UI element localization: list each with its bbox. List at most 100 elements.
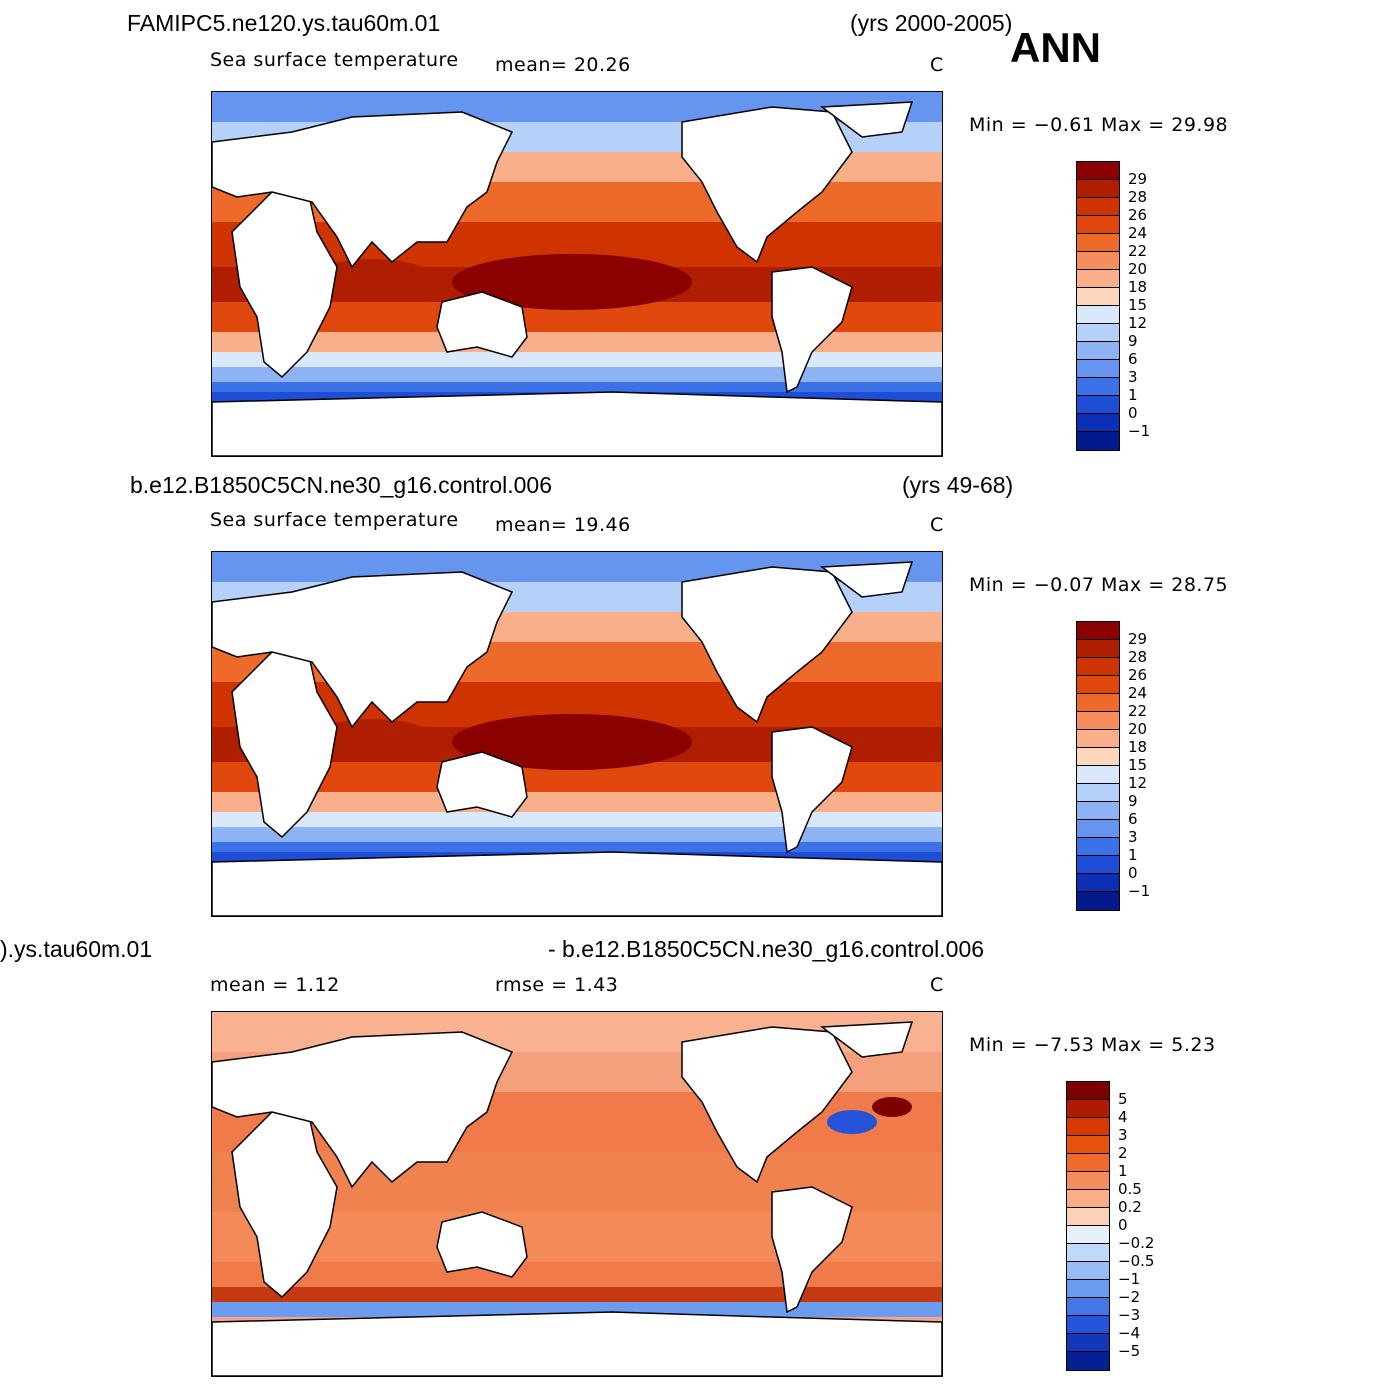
colorbar-label: 9 [1128, 792, 1138, 810]
ocean-band [212, 1302, 942, 1317]
colorbar-segment [1077, 162, 1119, 180]
colorbar-label: 18 [1128, 738, 1148, 756]
land-mass [212, 1031, 514, 1189]
colorbar-label: 3 [1118, 1126, 1128, 1144]
colorbar-label: 29 [1128, 630, 1148, 648]
units-label: C [930, 974, 944, 996]
colorbar-segment [1077, 360, 1119, 378]
colorbar-segment [1077, 234, 1119, 252]
colorbar-segment [1067, 1316, 1109, 1334]
colorbar-label: −5 [1118, 1342, 1141, 1360]
colorbar-segment [1077, 892, 1119, 910]
ocean-band [212, 812, 942, 827]
colorbar-segment [1077, 694, 1119, 712]
colorbar-label: −0.2 [1118, 1234, 1155, 1252]
colorbar-segment [1077, 270, 1119, 288]
colorbar-label: −1 [1118, 1270, 1141, 1288]
colorbar-segment [1077, 342, 1119, 360]
colorbar-segment [1077, 802, 1119, 820]
land-mass [771, 266, 853, 394]
ocean-band [212, 352, 942, 367]
land-mass [436, 291, 528, 358]
colorbar-segment [1077, 396, 1119, 414]
land-mass [436, 1211, 528, 1278]
ocean-band [212, 792, 942, 812]
colorbar-segment [1077, 288, 1119, 306]
colorbar-segment [1077, 874, 1119, 892]
colorbar-label: 0 [1128, 864, 1138, 882]
season-label: ANN [1010, 24, 1101, 71]
colorbar-segment [1067, 1190, 1109, 1208]
mean-stat: mean= 19.46 [495, 514, 631, 536]
case-years: (yrs 2000-2005) [850, 10, 1013, 36]
warm-anomaly [872, 1097, 912, 1117]
colorbar-label: 0.5 [1118, 1180, 1142, 1198]
land-mass [212, 571, 514, 729]
colorbar-segment [1077, 784, 1119, 802]
land-mass [212, 851, 942, 916]
land-mass [436, 751, 528, 818]
colorbar-box [1066, 1081, 1110, 1371]
colorbar-segment [1067, 1298, 1109, 1316]
colorbar-segment [1077, 712, 1119, 730]
variable-label: Sea surface temperature [210, 509, 459, 531]
map-frame [211, 551, 943, 917]
colorbar-label: 0.2 [1118, 1198, 1142, 1216]
sst-difference-map [212, 1012, 942, 1376]
warm-pool [452, 714, 692, 770]
colorbar-segment [1067, 1226, 1109, 1244]
colorbar-label: 26 [1128, 206, 1148, 224]
mean-stat: mean= 20.26 [495, 54, 631, 76]
case-title-right: - b.e12.B1850C5CN.ne30_g16.control.006 [548, 936, 985, 962]
land-mass [771, 1186, 853, 1314]
land-mass [212, 391, 942, 456]
min-max-stat: Min = −0.61 Max = 29.98 [969, 114, 1229, 136]
colorbar-label: 6 [1128, 810, 1138, 828]
colorbar-segment [1077, 378, 1119, 396]
colorbar-label: 9 [1128, 332, 1138, 350]
colorbar-label: 1 [1128, 386, 1138, 404]
colorbar-segment [1077, 676, 1119, 694]
colorbar-label: 15 [1128, 756, 1148, 774]
colorbar-label: 12 [1128, 314, 1148, 332]
colorbar-segment [1077, 414, 1119, 432]
colorbar-label: 24 [1128, 224, 1148, 242]
land-mass [819, 101, 914, 138]
colorbar-segment [1077, 306, 1119, 324]
colorbar-segment [1077, 856, 1119, 874]
colorbar-label: 26 [1128, 666, 1148, 684]
rmse-stat: rmse = 1.43 [495, 974, 619, 996]
cold-anomaly [827, 1110, 877, 1134]
colorbar-segment [1077, 198, 1119, 216]
colorbar-segment [1077, 180, 1119, 198]
colorbar-label: 6 [1128, 350, 1138, 368]
colorbar-segment [1077, 838, 1119, 856]
mean-stat: mean = 1.12 [210, 974, 340, 996]
colorbar-segment [1067, 1334, 1109, 1352]
colorbar-label: 0 [1118, 1216, 1128, 1234]
min-max-stat: Min = −0.07 Max = 28.75 [969, 574, 1229, 596]
colorbar-label: 1 [1118, 1162, 1128, 1180]
colorbar-segment [1067, 1118, 1109, 1136]
colorbar-segment [1067, 1352, 1109, 1370]
colorbar-label: 15 [1128, 296, 1148, 314]
ocean-band [212, 827, 942, 842]
colorbar-segment [1067, 1154, 1109, 1172]
ocean-band [212, 1287, 942, 1302]
land-mass [819, 1021, 914, 1058]
case-title-left: b.e12.B1850C5CN.ne30_g16.control.006 [130, 472, 552, 498]
ocean-band [212, 1262, 942, 1287]
colorbar-segment [1067, 1100, 1109, 1118]
colorbar-label: 18 [1128, 278, 1148, 296]
sst-map [212, 552, 942, 916]
colorbar-label: 20 [1128, 260, 1148, 278]
colorbar-segment [1077, 432, 1119, 450]
colorbar-label: −3 [1118, 1306, 1141, 1324]
colorbar-label: 5 [1118, 1090, 1128, 1108]
colorbar-segment [1077, 216, 1119, 234]
colorbar-segment [1067, 1262, 1109, 1280]
colorbar-segment [1067, 1208, 1109, 1226]
colorbar-label: 28 [1128, 648, 1148, 666]
land-mass [212, 111, 514, 269]
colorbar-label: −4 [1118, 1324, 1141, 1342]
